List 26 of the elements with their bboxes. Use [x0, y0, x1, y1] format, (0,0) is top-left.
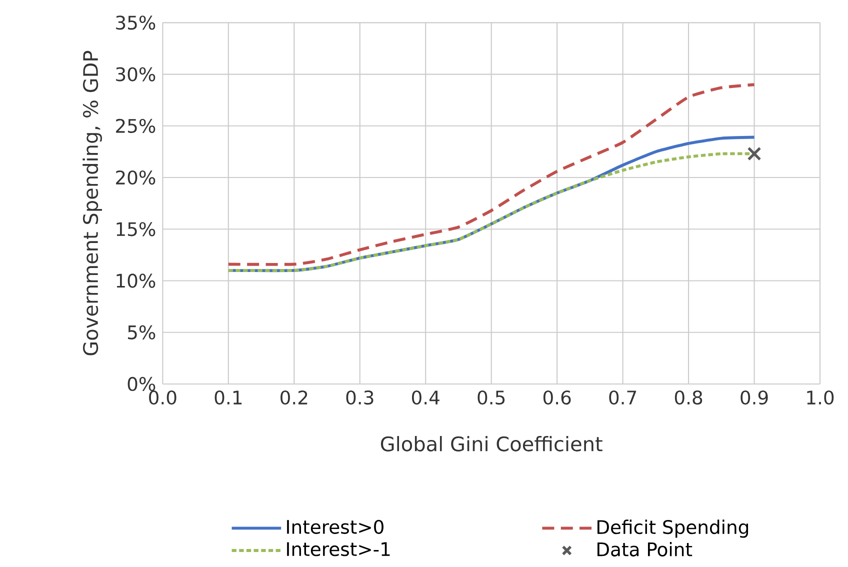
- y-tick-label: 0%: [128, 377, 156, 392]
- y-tick-label: 15%: [116, 222, 156, 236]
- y-tick-label: 25%: [116, 119, 156, 134]
- y-tick-label: 10%: [116, 274, 156, 288]
- x-tick-label: 0.3: [346, 390, 374, 405]
- y-tick-label: 30%: [116, 67, 156, 82]
- x-tick-label: 1.0: [807, 390, 834, 405]
- x-tick-label: 0.0: [149, 390, 176, 405]
- legend-label: Data Point: [597, 542, 692, 557]
- x-tick-label: 0.8: [674, 390, 702, 405]
- legend-label: Interest>0: [287, 520, 384, 534]
- line-series: [226, 83, 756, 266]
- y-tick-label: 5%: [128, 325, 156, 340]
- x-tick-label: 0.9: [740, 390, 768, 405]
- legend-label: Deficit Spending: [597, 520, 748, 538]
- y-tick-label: 20%: [116, 170, 156, 185]
- legend-label: Interest>-1: [287, 542, 390, 556]
- x-tick-label: 0.4: [412, 390, 440, 405]
- x-tick-label: 0.6: [543, 390, 571, 405]
- y-axis-title: Government Spending, % GDP: [82, 51, 102, 356]
- x-tick-label: 0.2: [280, 390, 308, 405]
- x-axis-title: Global Gini Coefficient: [380, 436, 602, 452]
- x-tick-label: 0.1: [214, 390, 242, 405]
- y-tick-label: 35%: [116, 16, 156, 30]
- x-tick-label: 0.5: [478, 390, 505, 405]
- x-tick-label: 0.7: [609, 390, 636, 405]
